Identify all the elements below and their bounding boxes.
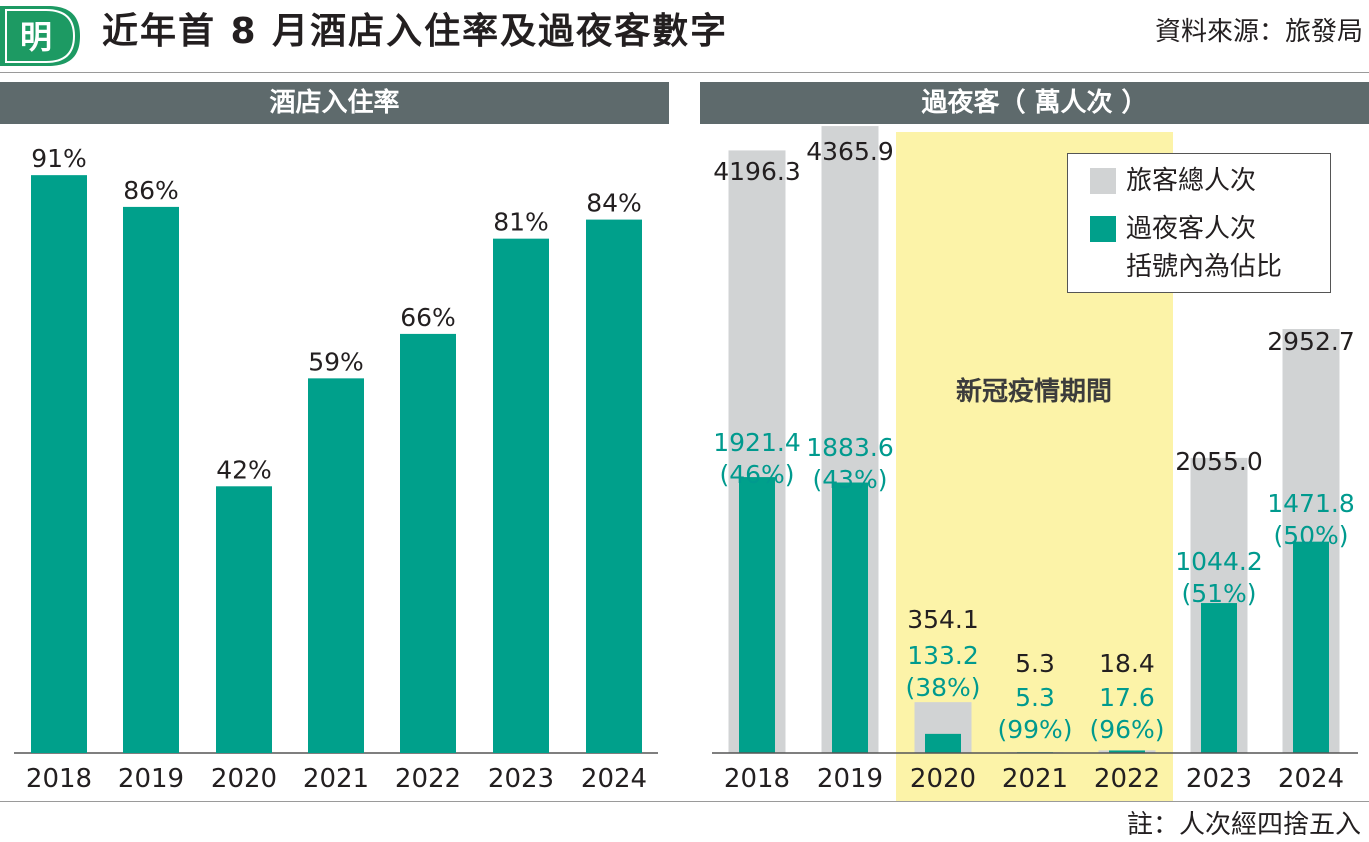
occupancy-year-label: 2019 [118, 764, 184, 794]
total-visitors-value-label: 4365.9 [806, 137, 893, 166]
overnight-year-label: 2022 [1094, 764, 1160, 794]
occupancy-bar [493, 238, 549, 753]
occupancy-bar [308, 378, 364, 753]
overnight-visitors-bar [739, 477, 775, 753]
overnight-year-label: 2024 [1278, 764, 1344, 794]
total-visitors-value-label: 18.4 [1099, 649, 1155, 678]
occupancy-year-label: 2021 [303, 764, 369, 794]
logo-leaf [0, 6, 80, 66]
legend-swatch-total [1090, 168, 1116, 194]
overnight-visitors-value-label: 1044.2 [1175, 547, 1262, 576]
overnight-share-label: (51%) [1181, 579, 1256, 608]
logo-character: 明 [20, 18, 52, 56]
legend-label-total: 旅客總人次 [1126, 166, 1257, 196]
overnight-visitors-bar [832, 482, 868, 753]
occupancy-value-label: 86% [123, 176, 179, 205]
occupancy-panel-header: 酒店入住率 [0, 82, 669, 124]
pandemic-period-label: 新冠疫情期間 [956, 376, 1112, 407]
overnight-share-label: (43%) [812, 465, 887, 494]
chart-legend: 旅客總人次 過夜客人次 括號內為佔比 [1067, 153, 1331, 293]
overnight-visitors-bar [1293, 541, 1329, 753]
overnight-visitors-value-label: 1921.4 [713, 428, 800, 457]
logo: 明 [0, 4, 80, 68]
legend-swatch-overnight [1090, 216, 1116, 242]
overnight-visitors-value-label: 1883.6 [806, 433, 893, 462]
occupancy-value-label: 66% [400, 303, 456, 332]
overnight-visitors-value-label: 133.2 [907, 641, 979, 670]
overnight-share-label: (99%) [997, 715, 1072, 744]
logo-mark: 明 [0, 6, 80, 66]
occupancy-value-label: 84% [586, 189, 642, 218]
occupancy-value-label: 81% [493, 208, 549, 237]
occupancy-year-label: 2024 [581, 764, 647, 794]
overnight-year-label: 2019 [817, 764, 883, 794]
occupancy-bar [31, 175, 87, 753]
overnight-visitors-bar [1109, 750, 1145, 753]
page-title: 近年首 8 月酒店入住率及過夜客數字 [102, 11, 729, 52]
total-visitors-value-label: 4196.3 [713, 157, 800, 186]
occupancy-value-label: 91% [31, 144, 87, 173]
total-visitors-value-label: 5.3 [1015, 649, 1055, 678]
overnight-visitors-value-label: 5.3 [1015, 683, 1055, 712]
occupancy-bar [586, 219, 642, 754]
overnight-panel-header: 過夜客（ 萬人次 ） [700, 82, 1369, 124]
occupancy-value-label: 59% [308, 347, 364, 376]
overnight-year-label: 2020 [910, 764, 976, 794]
occupancy-year-label: 2022 [395, 764, 461, 794]
total-visitors-value-label: 2952.7 [1267, 327, 1354, 356]
occupancy-bar [123, 206, 179, 753]
overnight-visitors-bar [1201, 603, 1237, 753]
total-visitors-value-label: 2055.0 [1175, 447, 1262, 476]
overnight-year-label: 2023 [1186, 764, 1252, 794]
total-visitors-value-label: 354.1 [907, 605, 979, 634]
occupancy-bar [400, 333, 456, 753]
legend-label-overnight: 過夜客人次 [1126, 214, 1257, 244]
overnight-visitors-value-label: 1471.8 [1267, 489, 1354, 518]
overnight-year-label: 2021 [1002, 764, 1068, 794]
logo-leaf-outline [5, 9, 76, 63]
occupancy-year-label: 2020 [211, 764, 277, 794]
occupancy-year-label: 2018 [26, 764, 92, 794]
overnight-share-label: (38%) [905, 673, 980, 702]
footnote: 註：人次經四捨五入 [1126, 810, 1361, 840]
overnight-year-label: 2018 [724, 764, 790, 794]
overnight-share-label: (50%) [1273, 521, 1348, 550]
occupancy-bar [216, 486, 272, 753]
occupancy-year-label: 2023 [488, 764, 554, 794]
overnight-share-label: (46%) [719, 460, 794, 489]
overnight-share-label: (96%) [1089, 715, 1164, 744]
occupancy-value-label: 42% [216, 455, 272, 484]
bottom-divider [0, 801, 1369, 802]
title-divider [0, 72, 1369, 73]
source-note: 資料來源：旅發局 [1154, 17, 1363, 47]
legend-note: 括號內為佔比 [1126, 252, 1283, 282]
overnight-visitors-bar [925, 733, 961, 753]
overnight-visitors-value-label: 17.6 [1099, 683, 1155, 712]
